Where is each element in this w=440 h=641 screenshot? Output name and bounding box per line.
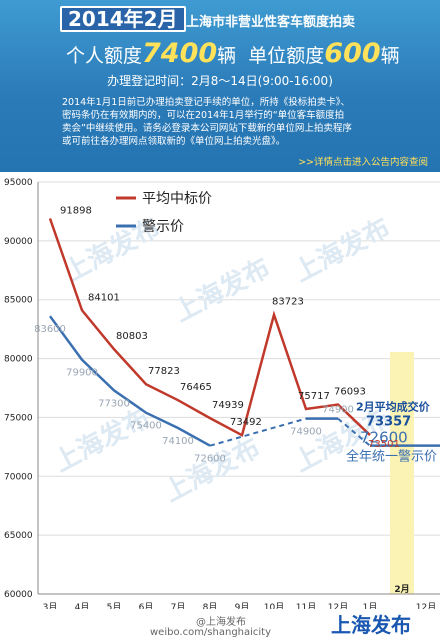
series-line <box>48 315 211 447</box>
footer-brand: 上海发布 <box>331 613 411 637</box>
watermark-text: 上海发布 <box>49 402 155 478</box>
current-avg-value: 73357 <box>366 415 411 430</box>
notice-link[interactable]: >>详情点击进入公告内容查阅 <box>298 157 428 168</box>
avg-price-label: 76093 <box>334 387 366 398</box>
avg-price-label: 76465 <box>180 382 212 393</box>
legend-label-warning: 警示价 <box>142 219 184 235</box>
personal-quota-value: 7400 <box>142 38 218 69</box>
personal-quota-label: 个人额度 <box>66 45 143 67</box>
avg-price-label: 80803 <box>116 331 148 342</box>
watermark-text: 上海发布 <box>169 252 275 328</box>
x-tick-label: 12月 <box>328 602 348 609</box>
warning-price-point-label: 83600 <box>34 324 66 335</box>
y-tick-label: 60000 <box>4 590 33 600</box>
warning-price-point-label: 74900 <box>290 427 322 438</box>
unit-quota-value: 600 <box>324 38 381 69</box>
highlight-band <box>390 352 414 594</box>
x-tick-label: 11月 <box>296 602 316 609</box>
warning-price-label: 全年统一警示价 <box>346 449 437 465</box>
current-month-tick: 2月 <box>394 584 409 595</box>
current-month-highlight <box>390 352 414 594</box>
personal-quota-unit: 辆 <box>217 45 237 67</box>
data-label-group: 72600全年统一警示价9189884101808037782376465749… <box>34 206 437 465</box>
avg-price-label: 83723 <box>272 297 304 308</box>
legend-label-avg: 平均中标价 <box>142 191 212 207</box>
warning-dashed-connector <box>337 417 371 447</box>
series-group <box>48 218 440 447</box>
warning-price-point-label: 75400 <box>130 421 162 432</box>
avg-price-label: 77823 <box>148 366 180 377</box>
series-line <box>48 218 371 438</box>
warning-price-point-label: 79900 <box>66 368 98 379</box>
watermark-text: 上海发布 <box>289 212 395 288</box>
avg-price-label: 75717 <box>298 391 330 402</box>
warning-price-value: 72600 <box>360 429 408 447</box>
x-tick-label: 9月 <box>235 602 250 609</box>
x-tick-label: 7月 <box>171 602 186 609</box>
banner-subtitle: 上海市非营业性客车额度拍卖 <box>186 15 356 30</box>
warning-price-point-label: 77300 <box>98 398 130 409</box>
title-row: 2014年2月 <box>60 6 186 32</box>
avg-price-label: 73501 <box>368 439 400 450</box>
unit-quota-unit: 辆 <box>380 45 400 67</box>
date-title: 2014年2月 <box>60 6 186 32</box>
warning-price-point-label: 74900 <box>322 405 354 416</box>
notice-text: 2014年1月1日前已办理拍卖登记手续的单位，所持《投标拍卖卡》、密码条仍在有效… <box>62 97 352 147</box>
footer-url: weibo.com/shanghaicity <box>150 627 272 638</box>
warning-price-point-label: 74100 <box>162 436 194 447</box>
y-tick-label: 70000 <box>4 472 33 482</box>
x-tick-label: 8月 <box>203 602 218 609</box>
footer-handle: @上海发布 <box>196 617 246 628</box>
x-tick-label: 1月 <box>363 602 378 609</box>
header-banner: 2014年2月 上海市非营业性客车额度拍卖 个人额度7400辆 单位额度600辆… <box>0 0 440 172</box>
x-tick-label: 12月 <box>416 602 436 609</box>
avg-price-label: 73492 <box>230 417 262 428</box>
unit-quota-label: 单位额度 <box>248 45 325 67</box>
chart-grid <box>38 181 440 595</box>
x-tick-label: 10月 <box>264 602 284 609</box>
y-tick-label: 75000 <box>4 413 33 423</box>
x-tick-label: 5月 <box>107 602 122 609</box>
x-tick-label: 6月 <box>139 602 154 609</box>
avg-price-label: 74939 <box>212 400 244 411</box>
avg-price-label: 84101 <box>88 292 120 303</box>
avg-price-label: 91898 <box>60 206 92 217</box>
x-tick-label: 3月 <box>43 602 58 609</box>
warning-price-point-label: 72600 <box>194 454 226 465</box>
x-tick-label: 4月 <box>75 602 90 609</box>
registration-time: 办理登记时间：2月8～14日(9:00-16:00) <box>107 74 333 88</box>
y-tick-label: 90000 <box>4 237 33 247</box>
y-tick-label: 95000 <box>4 178 33 188</box>
y-tick-label: 80000 <box>4 355 33 365</box>
current-avg-label: 2月平均成交价 <box>356 399 431 413</box>
quota-row: 个人额度7400辆 单位额度600辆 <box>66 38 400 69</box>
warning-dashed-connector <box>209 417 307 447</box>
axis-group: 60000 65000 70000 75000 80000 85000 90000 95000… <box>4 178 440 609</box>
y-tick-label: 65000 <box>4 531 33 541</box>
y-tick-label: 85000 <box>4 296 33 306</box>
